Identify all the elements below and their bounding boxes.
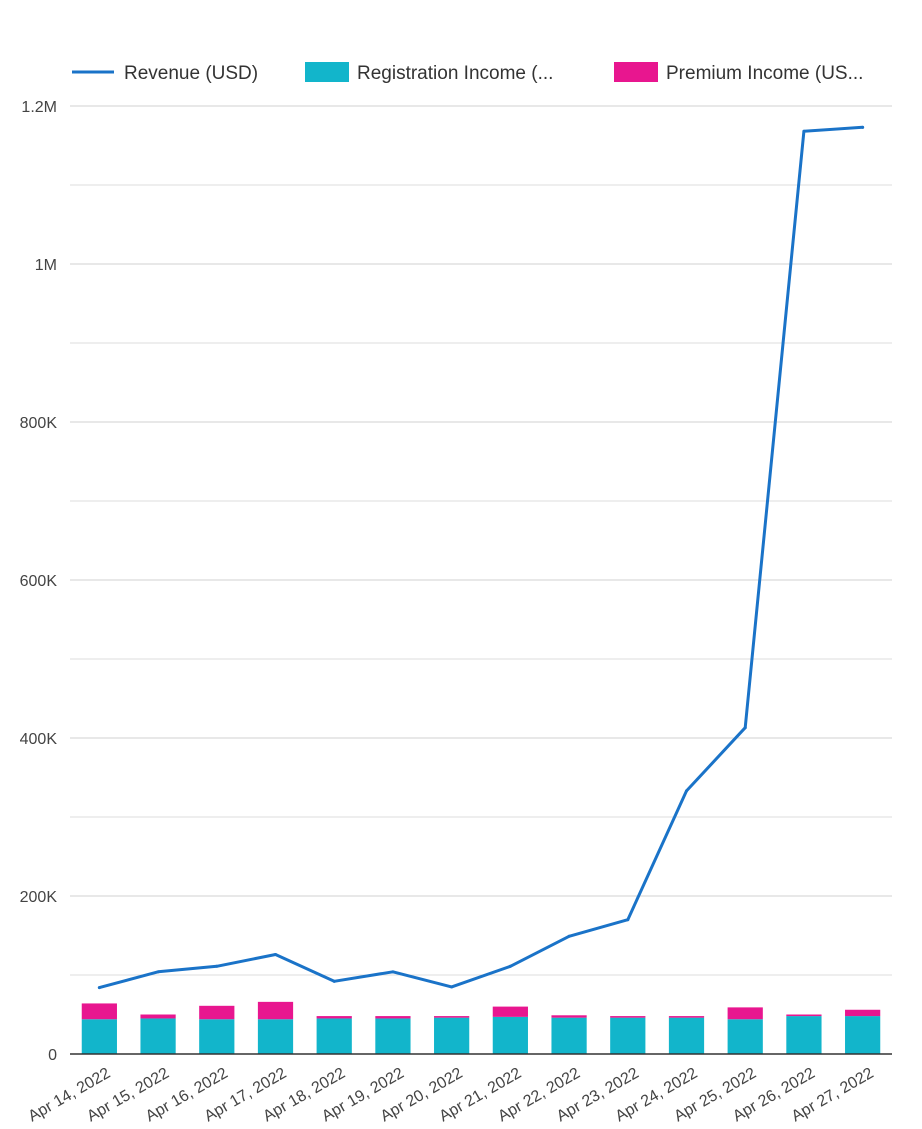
y-tick-label: 400K: [20, 731, 58, 748]
revenue-point: [215, 964, 219, 968]
premium-income-bar: [81, 1003, 117, 1020]
premium-income-bar: [375, 1016, 411, 1019]
bars: [81, 1001, 881, 1054]
premium-income-bar: [786, 1014, 822, 1017]
registration-income-bar: [668, 1017, 705, 1054]
registration-income-bar: [81, 1019, 117, 1054]
registration-income-bar: [786, 1016, 822, 1054]
premium-income-bar: [257, 1001, 294, 1020]
revenue-point: [274, 952, 277, 956]
premium-income-bar: [668, 1016, 705, 1018]
registration-income-bar: [551, 1017, 587, 1054]
registration-income-bar: [434, 1017, 470, 1054]
registration-income-bar: [492, 1016, 528, 1054]
revenue-point: [567, 934, 571, 938]
revenue-line: [97, 125, 865, 990]
premium-income-bar: [610, 1016, 646, 1018]
revenue-point: [743, 726, 747, 730]
revenue-point: [450, 985, 454, 989]
premium-income-bar: [316, 1016, 352, 1019]
legend: Revenue (USD) Registration Income (... Pre…: [72, 62, 863, 84]
registration-income-bar: [199, 1019, 235, 1054]
y-tick-label: 1.2M: [21, 99, 57, 116]
revenue-point: [861, 125, 865, 129]
premium-income-bar: [199, 1005, 235, 1020]
gridlines: [70, 105, 892, 976]
revenue-point: [97, 986, 101, 990]
registration-income-bar: [257, 1019, 294, 1054]
legend-label-revenue: Revenue (USD): [124, 63, 258, 84]
revenue-line-layer: [97, 125, 865, 990]
legend-label-registration: Registration Income (...: [357, 63, 553, 84]
revenue-point: [332, 979, 336, 983]
registration-income-bar: [375, 1018, 411, 1054]
registration-income-bar: [140, 1018, 176, 1054]
revenue-point: [626, 918, 630, 922]
registration-income-bar: [610, 1017, 646, 1054]
premium-income-bar: [434, 1016, 470, 1018]
legend-swatch-premium: [614, 62, 658, 82]
registration-income-bar: [727, 1019, 763, 1054]
revenue-point: [156, 970, 160, 974]
registration-income-bar: [845, 1016, 881, 1054]
revenue-point: [685, 789, 688, 793]
y-tick-label: 200K: [20, 889, 58, 906]
premium-income-bar: [551, 1015, 587, 1018]
premium-income-bar: [492, 1006, 528, 1017]
y-axis: 0 200K 400K 600K 800K 1M 1.2M: [20, 99, 58, 1064]
premium-income-bar: [845, 1009, 881, 1017]
revenue-point: [802, 129, 806, 133]
y-tick-label: 600K: [20, 573, 58, 590]
revenue-point: [508, 964, 512, 968]
y-tick-label: 800K: [20, 415, 58, 432]
y-tick-label: 0: [48, 1047, 57, 1064]
y-tick-label: 1M: [35, 257, 57, 274]
legend-swatch-registration: [305, 62, 349, 82]
premium-income-bar: [140, 1014, 176, 1019]
premium-income-bar: [727, 1007, 763, 1020]
legend-label-premium: Premium Income (US...: [666, 63, 863, 84]
registration-income-bar: [316, 1018, 352, 1054]
revenue-point: [391, 970, 395, 974]
